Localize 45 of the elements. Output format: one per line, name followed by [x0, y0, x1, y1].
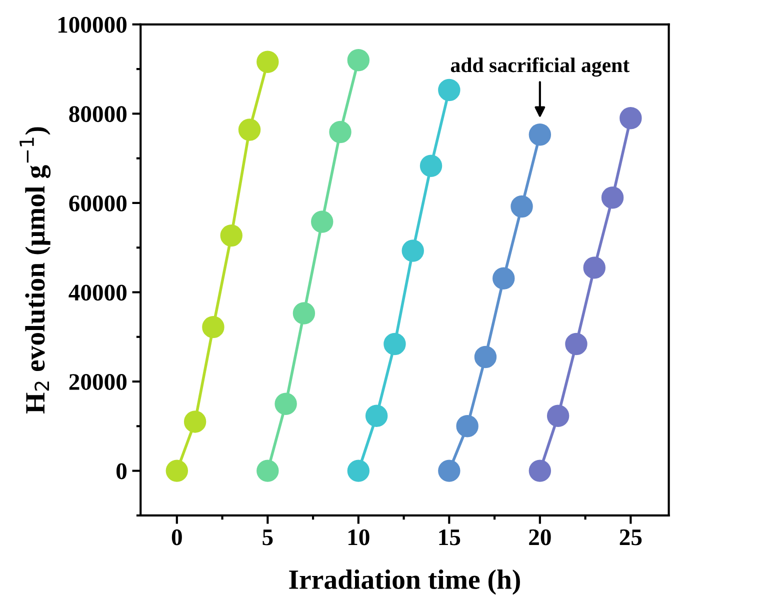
point — [620, 107, 642, 130]
point — [438, 460, 460, 482]
point — [438, 78, 460, 102]
point — [492, 267, 515, 290]
point — [238, 118, 261, 141]
point — [365, 404, 388, 428]
point — [546, 404, 570, 428]
x-tick-label: 10 — [348, 529, 370, 546]
y-tick-label: 0 — [116, 463, 127, 480]
point — [565, 332, 588, 356]
point — [202, 316, 224, 338]
point — [166, 460, 188, 482]
y-tick-label: 60000 — [69, 195, 127, 212]
point — [311, 210, 334, 233]
y-axis-title: H$_{2}$ evolution (μmol g$^{−1}$) — [20, 127, 51, 414]
y-tick-label: 100000 — [58, 16, 127, 33]
point — [420, 154, 442, 178]
point — [474, 346, 497, 368]
x-tick-label: 20 — [529, 529, 551, 546]
x-tick-label: 5 — [262, 530, 273, 546]
point — [347, 49, 370, 72]
y-tick-label: 20000 — [69, 374, 127, 390]
point — [384, 332, 406, 356]
y-tick-label: 40000 — [68, 284, 127, 301]
x-tick-label: 0 — [172, 529, 182, 546]
y-tick-label: 80000 — [69, 106, 127, 122]
x-axis-title: Irradiation time (h) — [289, 570, 520, 595]
annotation: add sacrificial agent — [450, 57, 630, 77]
point — [256, 50, 279, 74]
x-tick-label: 25 — [620, 529, 642, 546]
point — [329, 120, 352, 144]
point — [292, 302, 316, 324]
point — [347, 460, 370, 482]
point — [220, 224, 242, 247]
point — [510, 195, 533, 218]
x-tick-label: 15 — [439, 529, 460, 546]
point — [456, 415, 478, 438]
point — [256, 460, 279, 482]
point — [184, 410, 206, 433]
point — [528, 460, 552, 482]
point — [528, 124, 552, 146]
point — [601, 186, 624, 209]
point — [583, 256, 606, 279]
point — [274, 392, 297, 415]
point — [402, 240, 424, 262]
